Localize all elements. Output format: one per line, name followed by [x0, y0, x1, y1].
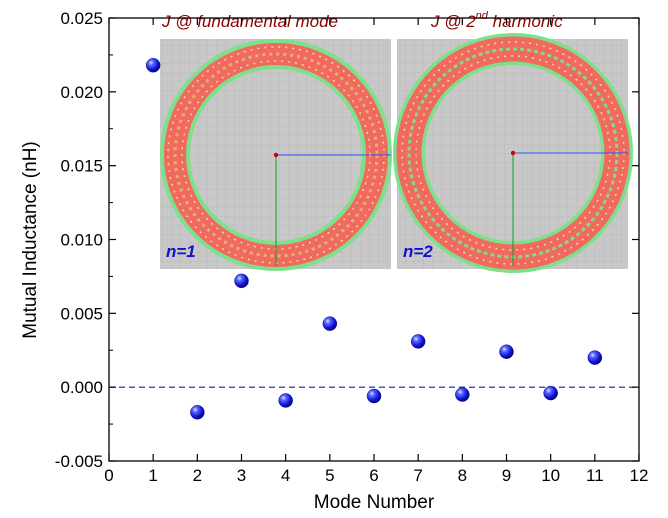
- data-points: [145, 58, 603, 420]
- inset-fundamental-mode: [160, 39, 392, 271]
- y-tick-label: 0.025: [60, 9, 103, 28]
- y-tick-label: -0.005: [55, 452, 103, 471]
- inset-title-second-harmonic: J @ 2nd harmonic: [430, 10, 563, 31]
- x-tick-label: 10: [541, 466, 560, 485]
- x-tick-label: 2: [193, 466, 202, 485]
- x-tick-label: 0: [104, 466, 113, 485]
- y-tick-label: 0.005: [60, 304, 103, 323]
- data-point: [410, 334, 426, 349]
- x-tick-label: 3: [237, 466, 246, 485]
- data-point: [543, 385, 558, 401]
- data-point: [322, 316, 338, 331]
- data-point: [234, 273, 249, 289]
- y-tick-label: 0.010: [60, 231, 103, 250]
- x-axis-title: Mode Number: [314, 492, 435, 513]
- y-tick-label: 0.020: [60, 83, 103, 102]
- inset-title-fundamental: J @ fundamental mode: [161, 12, 338, 31]
- x-tick-label: 7: [413, 466, 422, 485]
- inset-second-harmonic: [393, 33, 633, 273]
- data-point: [278, 393, 293, 408]
- x-tick-label: 1: [148, 466, 157, 485]
- data-point: [145, 58, 161, 73]
- data-point: [499, 344, 514, 359]
- x-tick-label: 5: [325, 466, 334, 485]
- inset-label-n2: n=2: [403, 242, 433, 261]
- y-tick-label: 0.015: [60, 157, 103, 176]
- data-point: [587, 350, 603, 365]
- y-tick-label: 0.000: [60, 378, 103, 397]
- inset-label-n1: n=1: [166, 242, 196, 261]
- x-axis-ticks: 0 1 2 3 4 5 6 7 8 9 10 11 12: [104, 18, 648, 485]
- inset-images: J @ fundamental mode J @ 2nd harmonic n=…: [160, 10, 633, 273]
- x-tick-label: 6: [369, 466, 378, 485]
- x-tick-label: 12: [630, 466, 649, 485]
- data-point: [366, 388, 382, 404]
- data-point: [190, 405, 205, 420]
- x-tick-label: 9: [502, 466, 511, 485]
- x-tick-label: 8: [458, 466, 467, 485]
- x-tick-label: 11: [586, 466, 604, 485]
- y-axis-title: Mutual Inductance (nH): [20, 141, 41, 339]
- x-tick-label: 4: [281, 466, 290, 485]
- data-point: [455, 387, 470, 402]
- y-axis-ticks: -0.005 0.000 0.005 0.010 0.015 0.020 0.025: [55, 9, 639, 471]
